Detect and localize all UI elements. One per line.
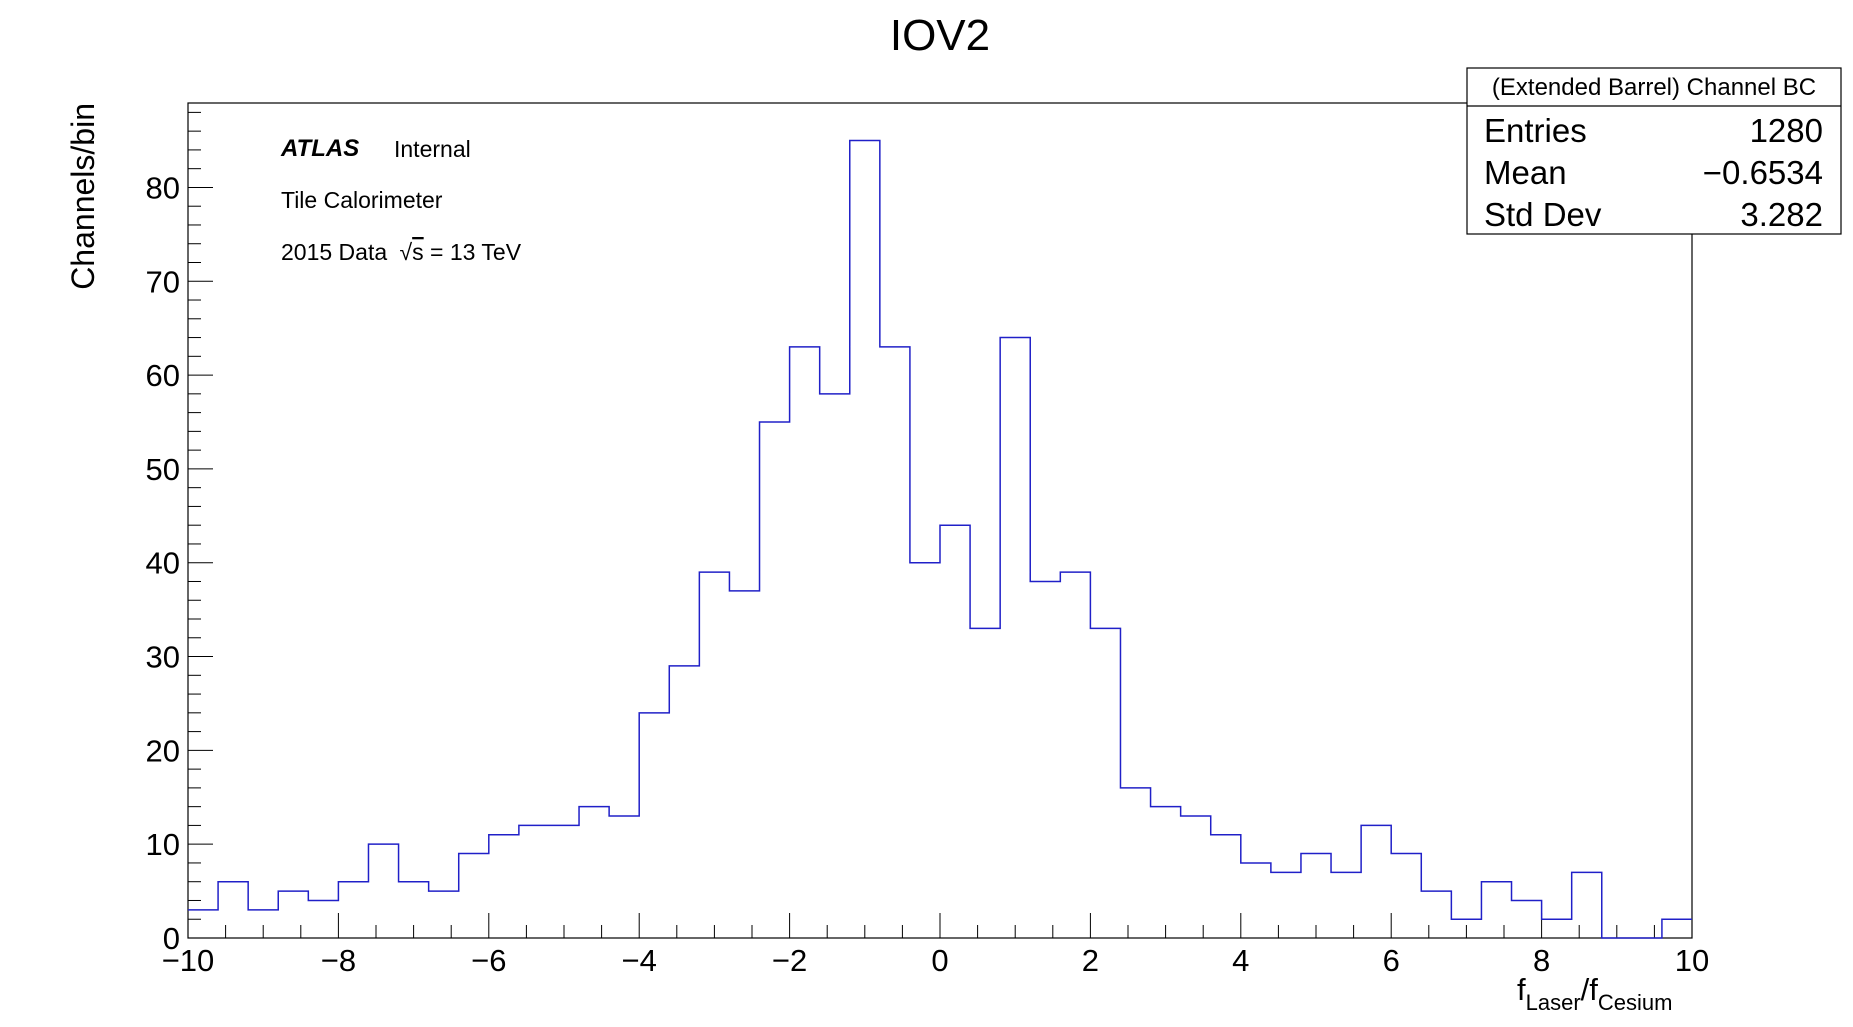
stats-entries-value: 1280 bbox=[1750, 112, 1823, 149]
y-tick-label: 10 bbox=[146, 827, 180, 862]
y-tick-label: 80 bbox=[146, 170, 180, 205]
y-tick-label: 50 bbox=[146, 452, 180, 487]
stats-stddev-label: Std Dev bbox=[1484, 196, 1602, 233]
x-tick-label: 2 bbox=[1082, 943, 1099, 978]
x-tick-label: −10 bbox=[162, 943, 215, 978]
y-axis-label: Channels/bin bbox=[65, 103, 101, 290]
dataset-prefix: 2015 Data bbox=[281, 239, 387, 265]
x-label-sub-2: Cesium bbox=[1598, 990, 1673, 1015]
histogram-series-line bbox=[188, 139, 1692, 939]
energy-variable: s bbox=[412, 239, 424, 265]
stats-stddev-value: 3.282 bbox=[1740, 196, 1823, 233]
stats-box: (Extended Barrel) Channel BC Entries 128… bbox=[1466, 67, 1842, 235]
dataset-label: 2015 Data √s = 13 TeV bbox=[281, 239, 522, 265]
y-tick-label: 70 bbox=[146, 264, 180, 299]
x-label-sub-1: Laser bbox=[1526, 990, 1581, 1015]
stats-entries-label: Entries bbox=[1484, 112, 1587, 149]
atlas-label: ATLAS bbox=[280, 135, 359, 162]
x-tick-label: 6 bbox=[1383, 943, 1400, 978]
x-tick-label: 8 bbox=[1533, 943, 1550, 978]
x-tick-label: 4 bbox=[1232, 943, 1249, 978]
x-tick-label: −4 bbox=[622, 943, 657, 978]
y-tick-label: 20 bbox=[146, 733, 180, 768]
detector-label: Tile Calorimeter bbox=[281, 187, 443, 213]
svg-text:fLaser/fCesium: fLaser/fCesium bbox=[1517, 972, 1673, 1015]
sqrt-symbol: √ bbox=[400, 239, 413, 265]
x-label-main-1: f bbox=[1517, 972, 1526, 1007]
y-tick-label: 0 bbox=[163, 921, 180, 956]
x-tick-label: −6 bbox=[471, 943, 506, 978]
x-label-separator: / bbox=[1581, 972, 1590, 1007]
x-tick-label: −8 bbox=[321, 943, 356, 978]
y-tick-label: 40 bbox=[146, 546, 180, 581]
y-axis-ticks: 0 10 20 30 40 50 60 70 80 bbox=[146, 111, 213, 956]
chart-title: IOV2 bbox=[890, 11, 990, 60]
x-label-main-2: f bbox=[1589, 972, 1598, 1007]
x-tick-label: −2 bbox=[772, 943, 807, 978]
stats-mean-label: Mean bbox=[1484, 154, 1567, 191]
internal-label: Internal bbox=[394, 136, 471, 162]
x-axis-ticks: −10 −8 −6 −4 −2 0 2 4 6 8 10 bbox=[162, 913, 1709, 978]
y-tick-label: 60 bbox=[146, 358, 180, 393]
stats-mean-value: −0.6534 bbox=[1703, 154, 1823, 191]
x-axis-label: fLaser/fCesium bbox=[1517, 972, 1673, 1015]
y-tick-label: 30 bbox=[146, 640, 180, 675]
energy-value: = 13 TeV bbox=[430, 239, 522, 265]
x-tick-label: 0 bbox=[931, 943, 948, 978]
x-tick-label: 10 bbox=[1675, 943, 1709, 978]
stats-title: (Extended Barrel) Channel BC bbox=[1492, 74, 1816, 101]
